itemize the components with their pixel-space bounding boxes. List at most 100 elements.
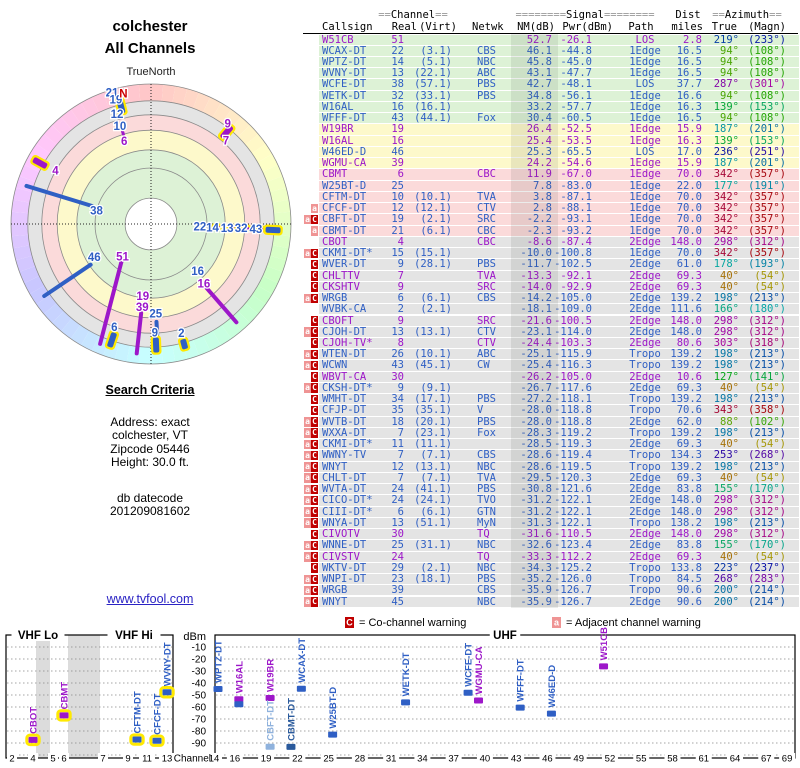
tick-mask bbox=[695, 753, 712, 763]
path: Tropo bbox=[629, 561, 661, 574]
tvfool-link[interactable]: www.tvfool.com bbox=[106, 592, 194, 606]
path: 2Edge bbox=[629, 483, 661, 496]
bar-callsign-label: WGMU-CA bbox=[474, 646, 485, 694]
path: 1Edge bbox=[629, 179, 661, 192]
adjacent-channel-warning-badge: a bbox=[304, 214, 311, 225]
tick-mask bbox=[727, 753, 743, 763]
network: TQ bbox=[477, 528, 490, 541]
noise-margin: -33.3 bbox=[520, 550, 552, 563]
tick-mask bbox=[123, 753, 133, 763]
power: -119.3 bbox=[554, 438, 592, 451]
marker-body bbox=[257, 227, 264, 231]
header-col-netwk: Netwk bbox=[472, 20, 504, 33]
network: NBC bbox=[477, 561, 496, 574]
table-row: a C WNPI-DT 23 (18.1) PBS -35.2 -126.0 Tropo 84.5… bbox=[0, 573, 800, 586]
bar-halo bbox=[129, 733, 145, 746]
row-band bbox=[319, 270, 799, 281]
distance: 139.2 bbox=[670, 292, 702, 305]
magnetic-azimuth: (312°) bbox=[748, 325, 786, 338]
table-row: a C WVTA-DT 24 (41.1) PBS -30.8 -121.6 2Edge 83.8… bbox=[0, 483, 800, 496]
row-band bbox=[319, 315, 799, 326]
callsign: CJOH-DT bbox=[322, 325, 367, 338]
magnetic-azimuth: (312°) bbox=[748, 314, 786, 327]
bar-body bbox=[234, 701, 244, 708]
xtick-label: 11 bbox=[142, 754, 152, 765]
distance: 148.0 bbox=[670, 528, 702, 541]
magnetic-azimuth: (108°) bbox=[748, 55, 786, 68]
path: 2Edge bbox=[629, 381, 661, 394]
magnetic-azimuth: (213°) bbox=[748, 348, 786, 361]
callsign: W16AL bbox=[322, 134, 354, 147]
noise-margin: -14.0 bbox=[520, 280, 552, 293]
adjacent-channel-warning-badge: a bbox=[304, 462, 311, 472]
network: CTV bbox=[477, 202, 496, 215]
power: -119.4 bbox=[554, 449, 592, 462]
table-header-rule bbox=[303, 32, 798, 34]
row-band bbox=[319, 191, 799, 203]
xtick-label: 4 bbox=[30, 754, 35, 765]
radar-channel-label: 19 bbox=[110, 95, 123, 107]
row-band bbox=[319, 180, 799, 191]
bar-body bbox=[599, 663, 609, 670]
real-channel: 30 bbox=[391, 528, 404, 541]
co-channel-warning-badge: C bbox=[311, 450, 318, 461]
legend-adjacent-channel-badge bbox=[552, 617, 561, 628]
band-gap bbox=[68, 635, 100, 758]
tick-mask bbox=[320, 753, 337, 763]
table-row: CFTM-DT 10 (10.1) TVA 3.8 -87.1 1Edge 70.0 342° (… bbox=[0, 190, 800, 203]
row-band bbox=[319, 203, 799, 214]
network: Fox bbox=[477, 112, 496, 125]
path: Tropo bbox=[629, 426, 661, 439]
virtual-channel: (10.1) bbox=[414, 348, 452, 361]
db-datecode: db datecode 201209081602 bbox=[109, 490, 191, 518]
true-azimuth: 94° bbox=[720, 89, 739, 102]
callsign: WRGB bbox=[322, 584, 348, 597]
vhf-hi-band-title: VHF Hi bbox=[115, 630, 153, 642]
row-band bbox=[319, 517, 799, 529]
distance: 62.0 bbox=[676, 415, 702, 428]
noise-margin: -28.0 bbox=[520, 415, 552, 428]
callsign: WVBK-CA bbox=[322, 303, 367, 316]
real-channel: 18 bbox=[391, 415, 404, 428]
tick-mask bbox=[98, 753, 108, 763]
signal-bar: CBFT-DT bbox=[265, 700, 277, 750]
table-row: C CKSHTV 9 SRC -14.0 -92.9 2Edge 69.3 40° (54°) bbox=[0, 280, 800, 293]
search-zipcode: Zipcode 05446 bbox=[110, 441, 190, 456]
header-col-magn: (Magn) bbox=[748, 20, 786, 33]
adjacent-channel-warning-badge: a bbox=[304, 439, 311, 450]
real-channel: 10 bbox=[391, 190, 404, 203]
magnetic-azimuth: (301°) bbox=[748, 78, 786, 91]
callsign: WETK-DT bbox=[322, 89, 367, 102]
true-azimuth: 177° bbox=[713, 179, 739, 192]
path: 1Edge bbox=[629, 44, 661, 57]
signal-bar: W25BT-D bbox=[328, 687, 339, 738]
search-criteria: Search Criteria Address: exact colcheste… bbox=[50, 383, 250, 519]
true-azimuth: 268° bbox=[713, 573, 739, 586]
power: -126.7 bbox=[554, 584, 592, 597]
bar-body bbox=[515, 704, 525, 711]
co-channel-warning-badge: C bbox=[311, 585, 318, 596]
table-row: W16AL 16 25.4 -53.5 1Edge 16.3 139° (153°) bbox=[0, 134, 800, 147]
tick-mask bbox=[289, 753, 306, 763]
ytick-label: -30 bbox=[192, 667, 207, 678]
distance: 148.0 bbox=[670, 314, 702, 327]
row-band bbox=[319, 495, 799, 506]
xtick-label: 52 bbox=[605, 754, 616, 765]
row-band bbox=[319, 529, 799, 540]
virtual-channel: (28.1) bbox=[414, 258, 452, 271]
true-azimuth: 155° bbox=[713, 483, 739, 496]
true-azimuth: 40° bbox=[720, 381, 739, 394]
signal-bar: W46ED-D bbox=[546, 665, 558, 717]
path: 1Edge bbox=[629, 213, 661, 226]
virtual-channel: (3.1) bbox=[420, 44, 452, 57]
table-row: CBOT 4 CBC -8.6 -87.4 2Edge 148.0 298° (312°) bbox=[0, 236, 800, 248]
real-channel: 39 bbox=[391, 157, 404, 170]
power: -93.2 bbox=[560, 224, 592, 237]
row-band bbox=[319, 472, 799, 484]
table-row: a CBMT-DT 21 (6.1) CBC -2.3 -93.2 1Edge 70.0 342°… bbox=[0, 224, 800, 237]
adjacent-channel-warning-badge: a bbox=[304, 585, 311, 596]
noise-margin: -24.4 bbox=[520, 336, 552, 349]
title-mask bbox=[489, 628, 521, 641]
